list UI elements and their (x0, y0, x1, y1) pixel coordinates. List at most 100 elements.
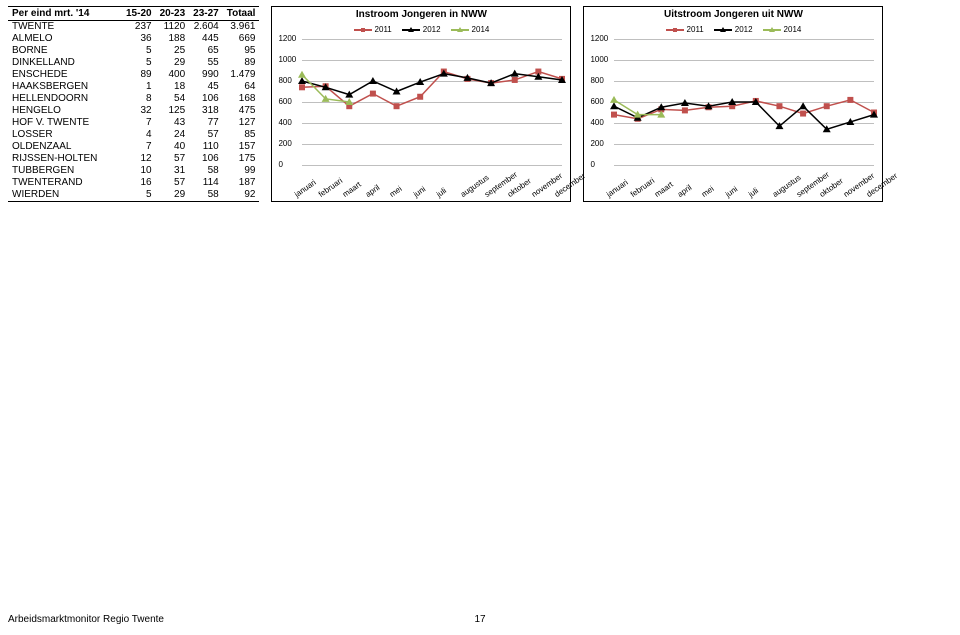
value-cell: 168 (223, 93, 260, 105)
value-cell: 89 (122, 69, 156, 81)
value-cell: 54 (156, 93, 190, 105)
row-label-cell: TWENTERAND (8, 177, 122, 189)
value-cell: 237 (122, 21, 156, 34)
value-cell: 85 (223, 129, 260, 141)
value-cell: 12 (122, 153, 156, 165)
footer: Arbeidsmarktmonitor Regio Twente 17 (8, 614, 952, 625)
value-cell: 110 (189, 141, 223, 153)
footer-text: Arbeidsmarktmonitor Regio Twente (8, 614, 164, 625)
value-cell: 7 (122, 117, 156, 129)
value-cell: 400 (156, 69, 190, 81)
value-cell: 58 (189, 189, 223, 202)
value-cell: 64 (223, 81, 260, 93)
value-cell: 29 (156, 189, 190, 202)
value-cell: 3.961 (223, 21, 260, 34)
value-cell: 318 (189, 105, 223, 117)
row-label-cell: DINKELLAND (8, 57, 122, 69)
value-cell: 1120 (156, 21, 190, 34)
value-cell: 106 (189, 93, 223, 105)
value-cell: 187 (223, 177, 260, 189)
table-row: TWENTERAND1657114187 (8, 177, 259, 189)
value-cell: 157 (223, 141, 260, 153)
value-cell: 32 (122, 105, 156, 117)
value-cell: 31 (156, 165, 190, 177)
col-header: 20-23 (156, 7, 190, 21)
table-row: ENSCHEDE894009901.479 (8, 69, 259, 81)
value-cell: 5 (122, 45, 156, 57)
row-label-cell: HENGELO (8, 105, 122, 117)
value-cell: 36 (122, 33, 156, 45)
value-cell: 106 (189, 153, 223, 165)
row-label-cell: TWENTE (8, 21, 122, 34)
value-cell: 92 (223, 189, 260, 202)
uitstroom-chart: Uitstroom Jongeren uit NWW 0200400600800… (583, 6, 883, 202)
value-cell: 7 (122, 141, 156, 153)
table-row: HAAKSBERGEN1184564 (8, 81, 259, 93)
col-header: 15-20 (122, 7, 156, 21)
value-cell: 990 (189, 69, 223, 81)
data-table: Per eind mrt. '1415-2020-2323-27Totaal T… (8, 6, 259, 202)
table-row: DINKELLAND5295589 (8, 57, 259, 69)
value-cell: 445 (189, 33, 223, 45)
row-label-cell: WIERDEN (8, 189, 122, 202)
col-header: Totaal (223, 7, 260, 21)
row-label-cell: HAAKSBERGEN (8, 81, 122, 93)
value-cell: 188 (156, 33, 190, 45)
row-label-cell: TUBBERGEN (8, 165, 122, 177)
value-cell: 4 (122, 129, 156, 141)
value-cell: 25 (156, 45, 190, 57)
value-cell: 24 (156, 129, 190, 141)
value-cell: 5 (122, 189, 156, 202)
row-label-cell: HELLENDOORN (8, 93, 122, 105)
table-row: ALMELO36188445669 (8, 33, 259, 45)
chart-plot (584, 7, 882, 201)
value-cell: 57 (156, 177, 190, 189)
table-row: HELLENDOORN854106168 (8, 93, 259, 105)
row-label-cell: RIJSSEN-HOLTEN (8, 153, 122, 165)
chart-plot (272, 7, 570, 201)
value-cell: 8 (122, 93, 156, 105)
value-cell: 40 (156, 141, 190, 153)
value-cell: 57 (156, 153, 190, 165)
value-cell: 57 (189, 129, 223, 141)
table-row: HOF V. TWENTE74377127 (8, 117, 259, 129)
row-label-cell: ALMELO (8, 33, 122, 45)
value-cell: 77 (189, 117, 223, 129)
value-cell: 16 (122, 177, 156, 189)
row-label-cell: OLDENZAAL (8, 141, 122, 153)
table-row: LOSSER4245785 (8, 129, 259, 141)
value-cell: 1.479 (223, 69, 260, 81)
row-label-cell: LOSSER (8, 129, 122, 141)
value-cell: 95 (223, 45, 260, 57)
value-cell: 58 (189, 165, 223, 177)
value-cell: 29 (156, 57, 190, 69)
main-content: Per eind mrt. '1415-2020-2323-27Totaal T… (0, 0, 960, 202)
value-cell: 5 (122, 57, 156, 69)
value-cell: 2.604 (189, 21, 223, 34)
row-label-cell: ENSCHEDE (8, 69, 122, 81)
value-cell: 18 (156, 81, 190, 93)
value-cell: 125 (156, 105, 190, 117)
table-row: WIERDEN5295892 (8, 189, 259, 202)
value-cell: 55 (189, 57, 223, 69)
value-cell: 114 (189, 177, 223, 189)
value-cell: 175 (223, 153, 260, 165)
value-cell: 45 (189, 81, 223, 93)
table-row: HENGELO32125318475 (8, 105, 259, 117)
table-row: BORNE5256595 (8, 45, 259, 57)
row-label-cell: BORNE (8, 45, 122, 57)
instroom-chart: Instroom Jongeren in NWW 020040060080010… (271, 6, 571, 202)
table-row: OLDENZAAL740110157 (8, 141, 259, 153)
value-cell: 127 (223, 117, 260, 129)
col-header: 23-27 (189, 7, 223, 21)
value-cell: 99 (223, 165, 260, 177)
value-cell: 475 (223, 105, 260, 117)
table-row: TUBBERGEN10315899 (8, 165, 259, 177)
value-cell: 65 (189, 45, 223, 57)
value-cell: 1 (122, 81, 156, 93)
row-label-header: Per eind mrt. '14 (8, 7, 122, 21)
value-cell: 89 (223, 57, 260, 69)
value-cell: 669 (223, 33, 260, 45)
table-row: RIJSSEN-HOLTEN1257106175 (8, 153, 259, 165)
table-row: TWENTE23711202.6043.961 (8, 21, 259, 34)
